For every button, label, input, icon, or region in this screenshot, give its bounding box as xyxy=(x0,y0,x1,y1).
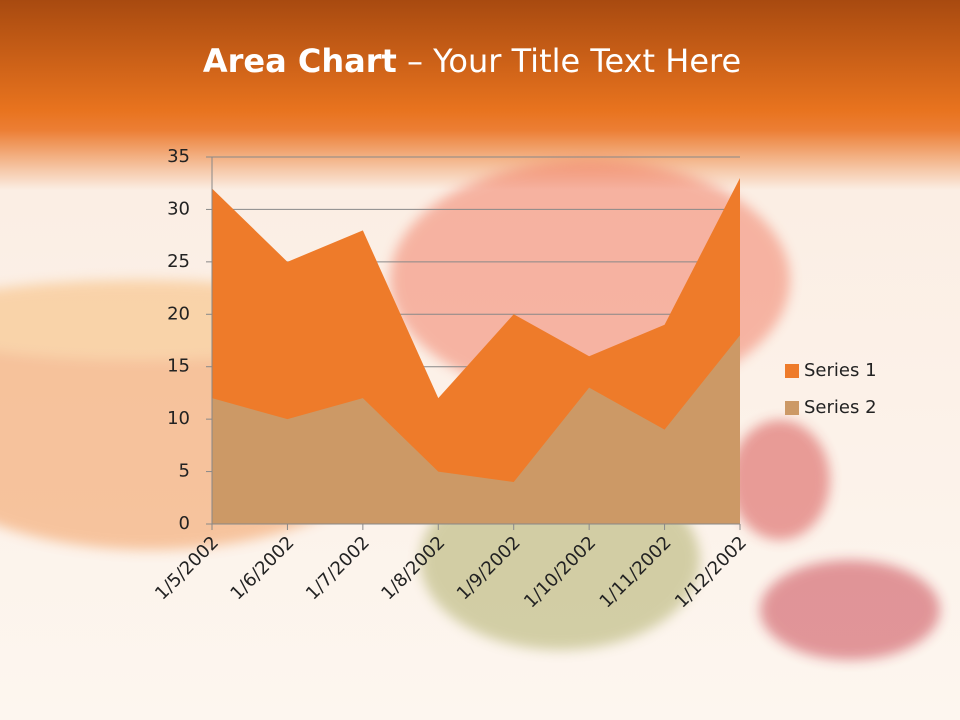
x-tick-label: 1/7/2002 xyxy=(302,532,374,604)
legend-swatch xyxy=(785,401,799,415)
slide-title: Area Chart – Your Title Text Here xyxy=(203,42,741,80)
y-tick-label: 30 xyxy=(167,198,190,219)
legend-label: Series 1 xyxy=(804,360,877,381)
y-tick-label: 5 xyxy=(179,461,190,482)
legend-swatch xyxy=(785,364,799,378)
y-tick-label: 15 xyxy=(167,356,190,377)
title-rest: – Your Title Text Here xyxy=(407,42,741,80)
y-tick-label: 10 xyxy=(167,408,190,429)
y-tick-label: 0 xyxy=(179,513,190,534)
y-tick-label: 20 xyxy=(167,303,190,324)
title-bold: Area Chart xyxy=(203,42,397,80)
area xyxy=(212,335,740,524)
y-tick-label: 25 xyxy=(167,251,190,272)
legend-label: Series 2 xyxy=(804,397,877,418)
y-tick-label: 35 xyxy=(167,146,190,167)
x-tick-label: 1/6/2002 xyxy=(226,532,298,604)
